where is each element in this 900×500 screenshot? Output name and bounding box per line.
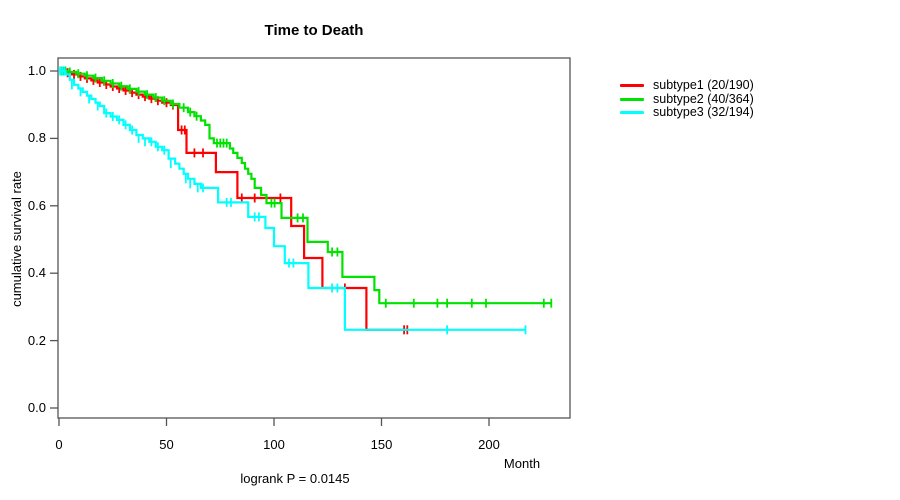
y-tick-label-0.6: 0.6 [27, 197, 46, 213]
legend-item-subtype2: subtype2 (40/364) [620, 92, 754, 105]
legend-item-subtype3: subtype3 (32/194) [620, 104, 754, 119]
chart-title: Time to Death [264, 22, 364, 39]
x-tick-label-50: 50 [159, 437, 174, 452]
y-tick-label-1.0: 1.0 [27, 63, 46, 78]
legend-label-subtype1: subtype1 (20/190) [653, 78, 754, 93]
legend-line-swatch-subtype1 [620, 84, 644, 88]
y-tick-label-0.2: 0.2 [27, 332, 46, 348]
y-tick-label-0.8: 0.8 [27, 130, 46, 146]
legend: subtype1 (20/190) subtype2 (40/364) subt… [620, 79, 754, 119]
y-tick-label-0.4: 0.4 [27, 265, 46, 281]
legend-line-swatch-subtype2 [620, 97, 644, 101]
legend-label-subtype2: subtype2 (40/364) [653, 91, 754, 106]
x-axis-label: Month [503, 456, 541, 471]
logrank-annotation: logrank P = 0.0145 [240, 471, 350, 486]
x-tick-label-100: 100 [263, 437, 285, 452]
y-tick-label-0.0: 0.0 [27, 400, 46, 415]
x-tick-label-150: 150 [370, 437, 393, 452]
x-tick-label-0: 0 [55, 437, 63, 452]
legend-label-subtype3: subtype3 (32/194) [653, 104, 754, 119]
x-tick-label-200: 200 [478, 437, 500, 452]
legend-item-subtype1: subtype1 (20/190) [620, 79, 754, 92]
legend-line-swatch-subtype3 [620, 110, 644, 114]
